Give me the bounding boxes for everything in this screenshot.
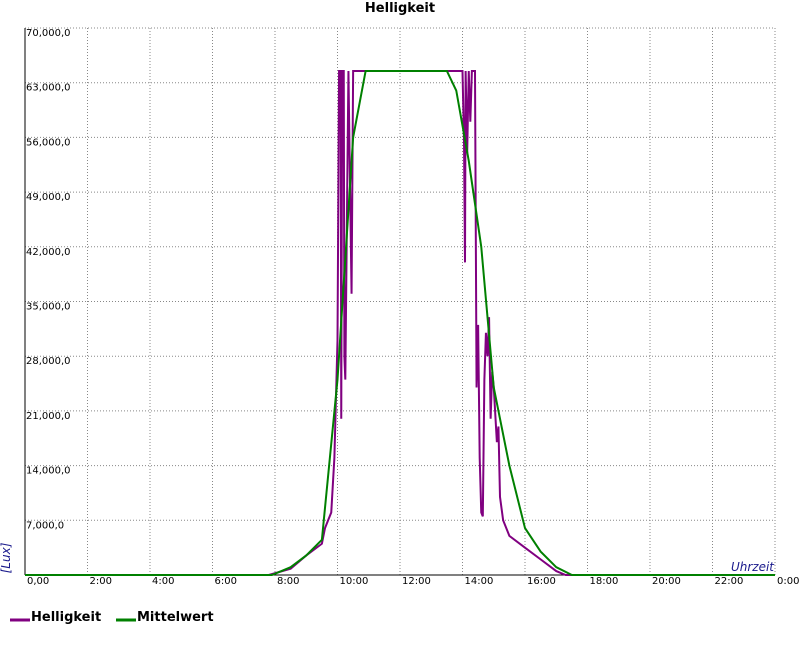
x-tick-label: 20:00 <box>652 576 681 587</box>
y-tick-label: 49,000,0 <box>26 192 71 203</box>
y-tick-label: 42,000,0 <box>26 247 71 258</box>
y-tick-label: 35,000,0 <box>26 302 71 313</box>
data-line <box>25 69 775 576</box>
y-tick-label: 63,000,0 <box>26 83 71 94</box>
chart-title: Helligkeit <box>365 1 435 16</box>
x-tick-label: 0:00 <box>777 576 799 587</box>
x-tick-label: 4:00 <box>152 576 174 587</box>
y-tick-label: 7,000,0 <box>26 520 64 531</box>
x-tick-label: 2:00 <box>90 576 112 587</box>
data-line <box>25 69 775 576</box>
y-tick-label: 14,000,0 <box>26 466 71 477</box>
y-tick-label: 56,000,0 <box>26 137 71 148</box>
x-tick-label: 12:00 <box>402 576 431 587</box>
legend-label: Mittelwert <box>137 610 214 625</box>
x-tick-label: 18:00 <box>590 576 619 587</box>
legend-label: Helligkeit <box>31 610 101 625</box>
x-tick-label: 10:00 <box>340 576 369 587</box>
x-tick-label: 14:00 <box>465 576 494 587</box>
y-tick-label: 21,000,0 <box>26 411 71 422</box>
x-tick-label: 8:00 <box>277 576 299 587</box>
x-tick-label: 0,00 <box>27 576 49 587</box>
y-tick-label: 28,000,0 <box>26 356 71 367</box>
x-tick-label: 16:00 <box>527 576 556 587</box>
y-tick-label: 70,000,0 <box>26 28 71 39</box>
x-tick-label: 6:00 <box>215 576 237 587</box>
y-axis-label: [Lux] <box>0 542 13 573</box>
x-tick-label: 22:00 <box>715 576 744 587</box>
x-axis-label: Uhrzeit <box>731 560 775 574</box>
